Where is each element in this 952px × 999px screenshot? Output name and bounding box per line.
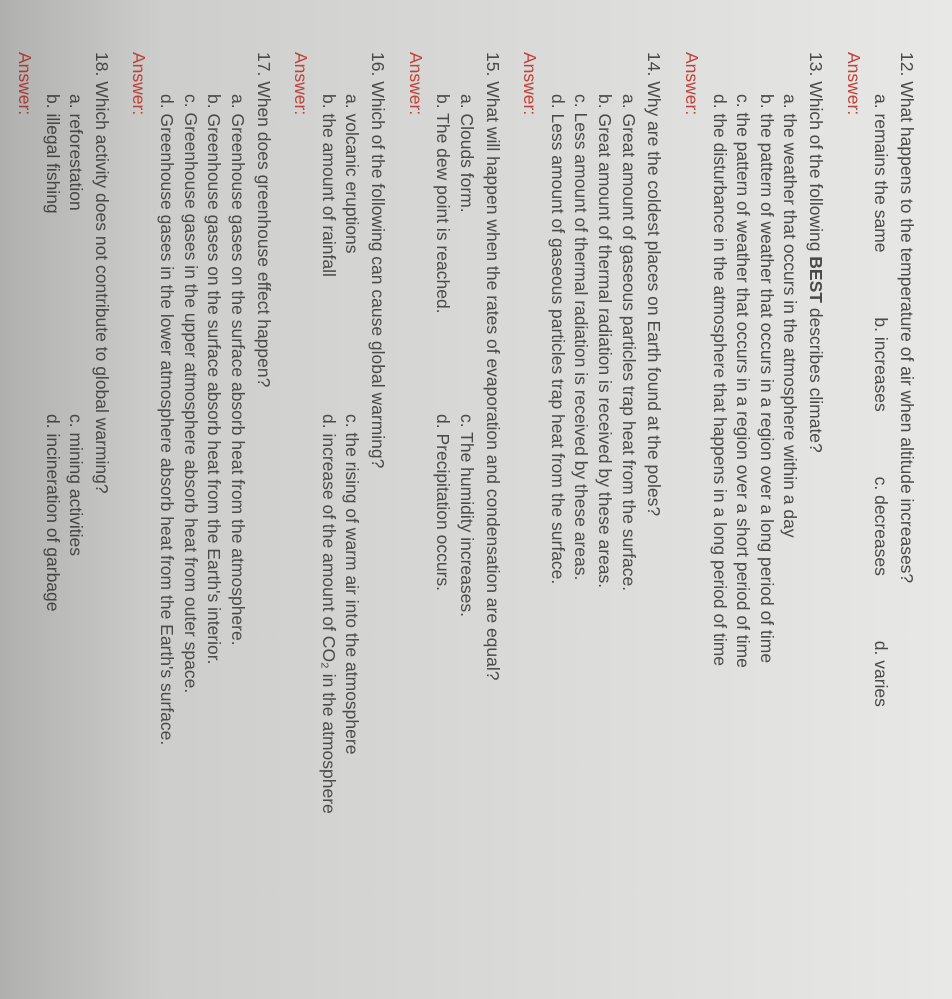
stem-pre: Which of the following	[806, 81, 826, 256]
stem-bold: BEST	[806, 256, 826, 303]
worksheet-page: 12. What happens to the temperature of a…	[0, 0, 952, 999]
question-stem: When does greenhouse effect happen?	[254, 81, 274, 387]
option-a: a. Greenhouse gases on the surface absor…	[225, 94, 249, 959]
question-number: 12.	[897, 52, 917, 76]
question-number: 14.	[644, 52, 664, 76]
question-text: 18. Which activity does not contribute t…	[89, 52, 113, 959]
option-a: a. Great amount of gaseous particles tra…	[616, 94, 640, 959]
answer-label: Answer:	[12, 52, 36, 959]
options-left: a. volcanic eruptions b. the amount of r…	[316, 94, 363, 414]
question-16: 16. Which of the following can cause glo…	[289, 52, 390, 959]
option-c: c. Greenhouse gases in the upper atmosph…	[178, 94, 202, 959]
options-2col: a. reforestation b. illegal fishing c. m…	[40, 52, 87, 959]
question-text: 15. What will happen when the rates of e…	[480, 52, 504, 959]
question-number: 13.	[806, 52, 826, 76]
answer-label: Answer:	[518, 52, 542, 959]
question-text: 13. Which of the following BEST describe…	[804, 52, 828, 959]
answer-label: Answer:	[127, 52, 151, 959]
answer-label: Answer:	[403, 52, 427, 959]
options-col: a. Great amount of gaseous particles tra…	[545, 52, 640, 959]
option-c: c. the pattern of weather that occurs in…	[731, 94, 755, 959]
option-a: a. Clouds form.	[454, 94, 478, 414]
option-b: b. illegal fishing	[40, 94, 64, 414]
options-left: a. reforestation b. illegal fishing	[40, 94, 87, 414]
question-stem: What happens to the temperature of air w…	[897, 81, 917, 583]
question-13: 13. Which of the following BEST describe…	[679, 52, 827, 959]
option-b: b. the pattern of weather that occurs in…	[754, 94, 778, 959]
question-stem: What will happen when the rates of evapo…	[483, 81, 503, 680]
options-2col: a. Clouds form. b. The dew point is reac…	[431, 52, 478, 959]
option-d: d. Precipitation occurs.	[431, 414, 455, 959]
question-18: 18. Which activity does not contribute t…	[12, 52, 113, 959]
question-text: 16. Which of the following can cause glo…	[366, 52, 390, 959]
question-stem: Why are the coldest places on Earth foun…	[644, 81, 664, 516]
option-c: c. decreases	[869, 477, 893, 576]
option-c: c. the rising of warm air into the atmos…	[340, 414, 364, 959]
question-number: 18.	[92, 52, 112, 76]
option-d: d. incineration of garbage	[40, 414, 64, 959]
option-b: b. The dew point is reached.	[431, 94, 455, 414]
options-right: c. mining activities d. incineration of …	[40, 414, 87, 959]
options-right: c. The humidity increases. d. Precipitat…	[431, 414, 478, 959]
option-b: b. Great amount of thermal radiation is …	[593, 94, 617, 959]
options-col: a. Greenhouse gases on the surface absor…	[155, 52, 250, 959]
options-right: c. the rising of warm air into the atmos…	[316, 414, 363, 959]
question-15: 15. What will happen when the rates of e…	[403, 52, 504, 959]
option-b: b. increases	[869, 317, 893, 411]
question-number: 17.	[254, 52, 274, 76]
option-a: a. reforestation	[64, 94, 88, 414]
question-17: 17. When does greenhouse effect happen? …	[127, 52, 275, 959]
question-12: 12. What happens to the temperature of a…	[841, 52, 918, 959]
question-text: 17. When does greenhouse effect happen?	[251, 52, 275, 959]
option-c: c. mining activities	[64, 414, 88, 959]
option-d: d. increase of the amount of CO₂ in the …	[316, 414, 340, 959]
answer-label: Answer:	[289, 52, 313, 959]
stem-post: describes climate?	[806, 303, 826, 453]
option-c: c. The humidity increases.	[454, 414, 478, 959]
option-a: a. remains the same	[869, 94, 893, 253]
options-left: a. Clouds form. b. The dew point is reac…	[431, 94, 478, 414]
question-stem: Which of the following can cause global …	[368, 81, 388, 468]
answer-label: Answer:	[679, 52, 703, 959]
option-d: d. the disturbance in the atmosphere tha…	[707, 94, 731, 959]
option-c: c. Less amount of thermal radiation is r…	[569, 94, 593, 959]
options-col: a. the weather that occurs in the atmosp…	[707, 52, 802, 959]
options-2col: a. volcanic eruptions b. the amount of r…	[316, 52, 363, 959]
question-stem: Which activity does not contribute to gl…	[92, 81, 112, 493]
option-d: d. varies	[869, 641, 893, 707]
option-b: b. Greenhouse gases on the surface absor…	[202, 94, 226, 959]
question-number: 16.	[368, 52, 388, 76]
option-b: b. the amount of rainfall	[316, 94, 340, 414]
option-a: a. volcanic eruptions	[340, 94, 364, 414]
question-text: 12. What happens to the temperature of a…	[894, 52, 918, 959]
question-14: 14. Why are the coldest places on Earth …	[518, 52, 666, 959]
option-a: a. the weather that occurs in the atmosp…	[778, 94, 802, 959]
answer-label: Answer:	[841, 52, 865, 959]
option-d: d. Less amount of gaseous particles trap…	[545, 94, 569, 959]
options-row: a. remains the same b. increases c. decr…	[869, 52, 893, 959]
option-d: d. Greenhouse gases in the lower atmosph…	[155, 94, 179, 959]
question-number: 15.	[483, 52, 503, 76]
question-text: 14. Why are the coldest places on Earth …	[642, 52, 666, 959]
